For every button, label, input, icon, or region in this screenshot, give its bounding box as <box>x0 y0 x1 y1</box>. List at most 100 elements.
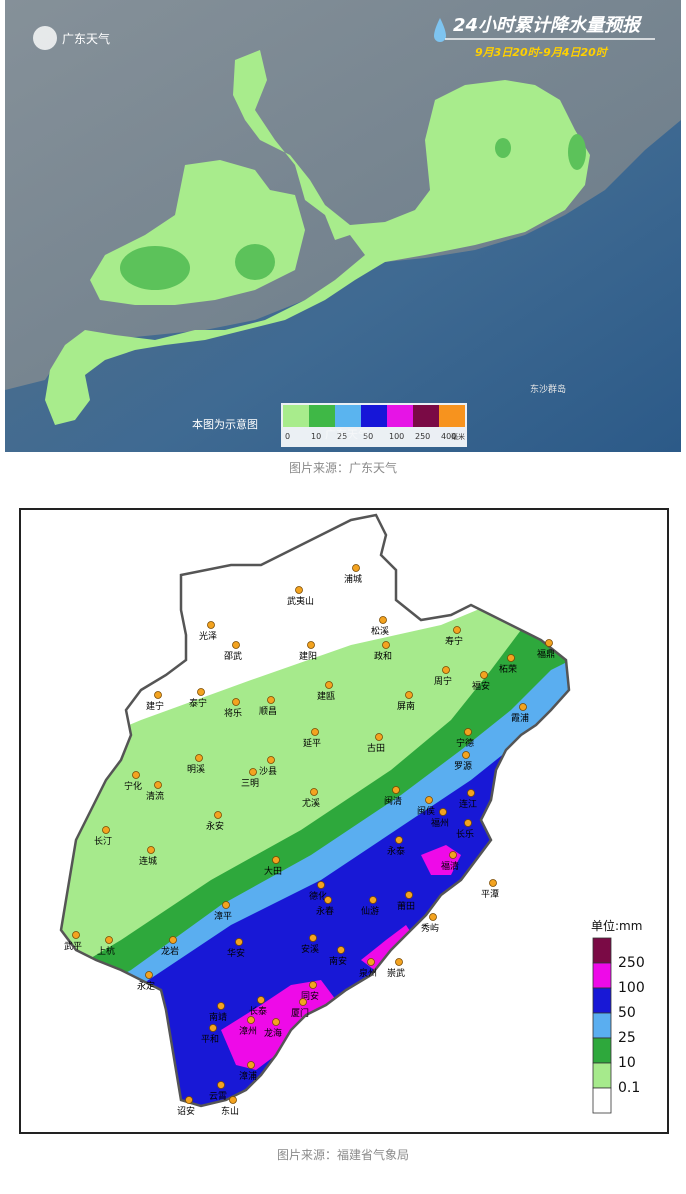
city-dot <box>154 781 162 789</box>
city-dot <box>310 788 318 796</box>
city-dot <box>195 754 203 762</box>
city-dot <box>311 728 319 736</box>
city-dot <box>267 756 275 764</box>
logo-text: 广东天气 <box>62 31 110 46</box>
city-dot <box>217 1002 225 1010</box>
city-label: 霞浦 <box>511 712 529 724</box>
city-label: 武夷山 <box>287 595 314 607</box>
city-label: 连江 <box>459 798 477 810</box>
city-dot <box>519 703 527 711</box>
city-dot <box>405 891 413 899</box>
city-label: 福鼎 <box>537 648 555 660</box>
city-dot <box>324 896 332 904</box>
fujian-outline <box>59 513 571 1108</box>
legend1-swatch <box>283 405 309 427</box>
legend2-label: 50 <box>618 1005 636 1021</box>
city-dot <box>382 641 390 649</box>
city-label: 将乐 <box>224 707 242 719</box>
city-dot <box>217 1081 225 1089</box>
legend2-swatch <box>592 1087 612 1114</box>
city-dot <box>154 691 162 699</box>
legend1-tick: 25 <box>337 432 347 441</box>
city-dot <box>222 901 230 909</box>
city-label: 寿宁 <box>445 635 463 647</box>
city-label: 永春 <box>316 905 334 917</box>
city-dot <box>309 981 317 989</box>
city-label: 古田 <box>367 742 385 754</box>
city-dot <box>464 819 472 827</box>
city-label: 闽侯 <box>417 805 435 817</box>
city-dot <box>369 896 377 904</box>
city-dot <box>379 616 387 624</box>
city-dot <box>429 913 437 921</box>
legend2-label: 250 <box>618 955 645 971</box>
city-label: 邵武 <box>224 650 242 662</box>
city-label: 云霄 <box>209 1091 227 1102</box>
city-dot <box>232 698 240 706</box>
legend1-swatch <box>387 405 413 427</box>
city-dot <box>185 1096 193 1104</box>
city-label: 漳州 <box>239 1025 257 1037</box>
city-dot <box>545 639 553 647</box>
map-note: 本图为示意图 <box>192 417 258 431</box>
legend1-swatch <box>413 405 439 427</box>
legend-title: 单位:mm <box>591 918 642 933</box>
legend1-tick: 10 <box>311 432 321 441</box>
city-dot <box>317 881 325 889</box>
legend2-swatch <box>592 1062 612 1089</box>
city-dot <box>214 811 222 819</box>
island-label: 东沙群岛 <box>530 383 566 395</box>
city-dot <box>392 786 400 794</box>
rain-zone-moderate-3 <box>495 138 511 158</box>
city-label: 福安 <box>472 680 490 692</box>
city-dot <box>197 688 205 696</box>
watermark: 广东天气 <box>325 427 369 441</box>
city-label: 尤溪 <box>302 797 320 809</box>
city-label: 沙县 <box>259 766 277 777</box>
city-dot <box>267 696 275 704</box>
raindrop-icon <box>434 18 446 42</box>
city-dot <box>367 958 375 966</box>
rain-zone-moderate-2 <box>235 244 275 280</box>
city-label: 南靖 <box>209 1011 227 1023</box>
legend1-tick: 0 <box>285 432 290 441</box>
city-dot <box>439 808 447 816</box>
city-dot <box>375 733 383 741</box>
city-label: 龙海 <box>264 1027 282 1039</box>
city-label: 光泽 <box>199 630 217 642</box>
city-label: 永定 <box>137 980 155 992</box>
city-dot <box>299 998 307 1006</box>
city-dot <box>464 728 472 736</box>
city-dot <box>235 938 243 946</box>
legend2-label: 100 <box>618 980 645 996</box>
city-label: 平潭 <box>481 889 499 900</box>
city-dot <box>102 826 110 834</box>
city-label: 安溪 <box>301 943 319 955</box>
legend2-swatch <box>592 962 612 989</box>
legend1-tick: 250 <box>415 432 430 441</box>
logo: 广东天气 <box>33 26 110 50</box>
city-label: 仙游 <box>361 905 379 917</box>
city-dot <box>405 691 413 699</box>
city-label: 政和 <box>374 650 392 662</box>
city-dot <box>395 958 403 966</box>
city-label: 清流 <box>146 790 164 802</box>
city-label: 建瓯 <box>317 690 335 702</box>
legend1-swatch <box>439 405 465 427</box>
legend1-swatch <box>335 405 361 427</box>
city-dot <box>462 751 470 759</box>
city-label: 大田 <box>264 865 282 877</box>
city-dot <box>352 564 360 572</box>
city-dot <box>395 836 403 844</box>
legend1-swatch <box>309 405 335 427</box>
city-dot <box>132 771 140 779</box>
city-label: 同安 <box>301 990 319 1002</box>
city-dot <box>72 931 80 939</box>
city-label: 漳浦 <box>239 1070 257 1082</box>
city-dot <box>453 626 461 634</box>
city-label: 建阳 <box>299 650 317 662</box>
city-label: 崇武 <box>387 967 405 979</box>
city-dot <box>207 621 215 629</box>
city-label: 明溪 <box>187 763 205 775</box>
city-label: 顺昌 <box>259 706 277 717</box>
